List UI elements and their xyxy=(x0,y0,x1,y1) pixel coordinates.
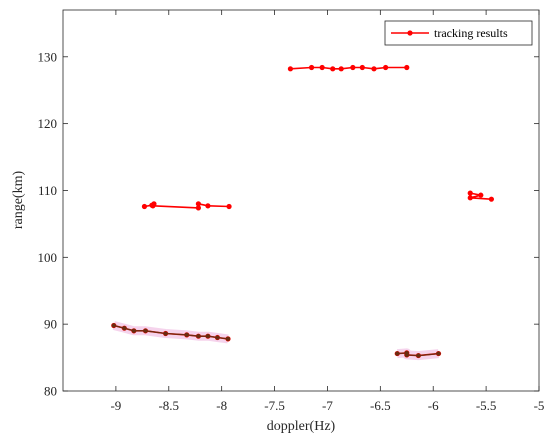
x-axis: -9 -8.5 -8 -7.5 -7 -6.5 -6 -5.5 -5 xyxy=(110,10,544,413)
legend: tracking results xyxy=(384,20,533,46)
truth-point xyxy=(184,332,189,338)
truth-point xyxy=(143,328,148,334)
truth-point xyxy=(395,351,400,356)
truth-point xyxy=(196,333,201,339)
track-point xyxy=(467,190,473,196)
x-tick-label: -8 xyxy=(216,398,227,413)
track-line xyxy=(469,192,492,200)
x-tick-label: -7.5 xyxy=(264,398,285,413)
x-tick-label: -6.5 xyxy=(370,398,391,413)
truth-point xyxy=(111,323,116,328)
track-point xyxy=(478,192,484,198)
track-point xyxy=(319,64,325,71)
truth-point xyxy=(205,333,211,339)
truth-point xyxy=(436,351,441,356)
truth-point xyxy=(404,352,409,358)
y-tick-label: 130 xyxy=(38,49,58,64)
truth-line xyxy=(113,324,229,340)
truth-point xyxy=(122,325,127,331)
track-point xyxy=(195,205,201,211)
truth-point xyxy=(215,335,220,340)
track-point xyxy=(371,66,377,72)
track-point xyxy=(488,196,494,202)
x-tick-label: -8.5 xyxy=(158,398,179,413)
x-axis-label: doppler(Hz) xyxy=(267,419,336,434)
track-point xyxy=(338,66,344,72)
y-axis: 80 90 100 110 120 130 xyxy=(38,49,539,399)
y-tick-label: 80 xyxy=(44,384,57,399)
track-point xyxy=(150,203,156,209)
track-point xyxy=(308,64,315,71)
y-tick-label: 90 xyxy=(44,317,57,332)
x-tick-label: -5 xyxy=(534,398,545,413)
truth-point xyxy=(163,331,168,336)
track-point xyxy=(359,64,365,71)
track-point xyxy=(141,203,148,210)
track-point xyxy=(195,201,201,207)
x-tick-label: -5.5 xyxy=(476,398,497,413)
legend-entry-label: tracking results xyxy=(434,26,508,40)
y-tick-label: 100 xyxy=(38,250,58,265)
series-layer xyxy=(111,64,494,359)
track-point xyxy=(287,66,294,72)
truth-point xyxy=(131,328,137,334)
y-tick-label: 120 xyxy=(38,116,58,131)
track-line xyxy=(290,66,407,70)
plot-frame xyxy=(62,9,540,392)
truth-point xyxy=(416,353,421,358)
legend-marker-swatch xyxy=(407,30,413,36)
track-point xyxy=(404,64,410,71)
x-tick-label: -7 xyxy=(322,398,333,413)
track-point xyxy=(226,203,232,210)
track-point xyxy=(383,64,389,71)
y-axis-label: range(km) xyxy=(11,171,26,230)
track-point xyxy=(350,64,356,71)
x-tick-label: -9 xyxy=(110,398,121,413)
y-tick-label: 110 xyxy=(38,183,57,198)
track-point xyxy=(205,203,211,209)
x-tick-label: -6 xyxy=(428,398,439,413)
truth-point xyxy=(225,336,231,342)
track-point xyxy=(467,195,473,201)
track-point xyxy=(330,66,336,72)
